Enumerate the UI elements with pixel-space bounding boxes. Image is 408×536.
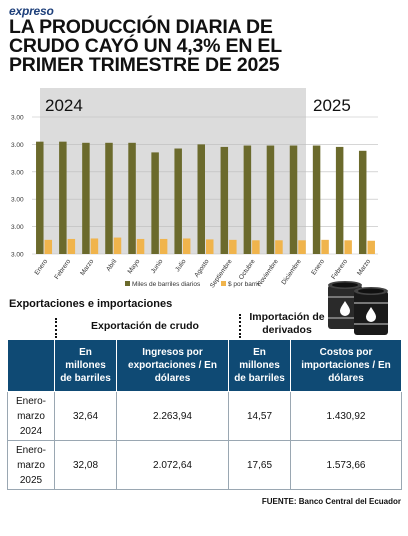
bar-price (136, 238, 145, 254)
x-tick-label: Febrero (53, 258, 72, 281)
bar-production (197, 144, 205, 254)
bar-production (59, 141, 67, 254)
export-divider-dots (55, 318, 57, 338)
legend-label-price: $ por barril (228, 281, 260, 288)
table-row: Enero-marzo 2024 32,64 2.263,94 14,57 1.… (7, 391, 402, 441)
year-label-2025: 2025 (313, 96, 351, 115)
x-tick-label: Enero (33, 258, 49, 277)
oil-barrels-icon (328, 281, 388, 335)
bar-production (220, 146, 229, 254)
production-bar-chart: 3.00 3.00 3.00 3.00 3.00 3.00 2024 2025 Enero… (11, 88, 378, 290)
table-header-export-volume: En millones de barriles (54, 339, 117, 392)
table-cell-period: Enero-marzo 2025 (7, 440, 55, 490)
x-tick-label: Abril (105, 258, 119, 273)
oil-barrel-front-icon (354, 287, 388, 335)
y-tick-label: 3.00 (11, 197, 24, 204)
import-subtitle: Importación de derivados (249, 311, 325, 336)
table-cell-export-revenue: 2.072,64 (116, 440, 229, 490)
source-note: FUENTE: Banco Central del Ecuador (261, 497, 401, 506)
x-tick-label: Noviembre (256, 258, 280, 288)
chart-legend: Miles de barriles diarios $ por barril (125, 281, 260, 288)
x-tick-label: Marzo (79, 258, 95, 277)
table-header-row: En millones de barriles Ingresos por exp… (7, 339, 402, 392)
bar-price (252, 240, 260, 254)
table-cell-import-cost: 1.430,92 (290, 391, 402, 441)
headline: LA PRODUCCIÓN DIARIA DE CRUDO CAYÓ UN 4,… (9, 16, 399, 76)
table-cell-import-cost: 1.573,66 (290, 440, 402, 490)
bar-price (275, 240, 283, 254)
x-tick-label: Marzo (356, 258, 372, 277)
bar-production (105, 142, 113, 254)
x-tick-label: Junio (150, 258, 165, 275)
bar-price (321, 239, 329, 254)
bar-production (289, 145, 298, 254)
table-cell-export-volume: 32,64 (54, 391, 117, 441)
legend-swatch-production (125, 281, 130, 286)
trade-table: En millones de barriles Ingresos por exp… (7, 339, 402, 490)
bar-production (128, 142, 136, 254)
year-label-2024: 2024 (45, 96, 83, 115)
bar-price (44, 239, 53, 254)
x-tick-label: Julio (174, 258, 188, 273)
table-cell-period: Enero-marzo 2024 (7, 391, 55, 441)
table-cell-import-volume: 17,65 (228, 440, 291, 490)
table-row: Enero-marzo 2025 32,08 2.072,64 17,65 1.… (7, 440, 402, 490)
bar-production (266, 145, 275, 254)
bar-price (90, 238, 99, 254)
chart-bars (36, 141, 375, 254)
y-tick-label: 3.00 (11, 169, 24, 176)
import-divider-dots (239, 314, 241, 338)
y-tick-label: 3.00 (11, 142, 24, 149)
headline-line-3: PRIMER TRIMESTRE DE 2025 (9, 54, 280, 76)
y-tick-label: 3.00 (11, 252, 24, 259)
bar-price (182, 238, 191, 254)
section-title: Exportaciones e importaciones (9, 298, 173, 310)
bar-price (298, 240, 306, 254)
bar-production (151, 152, 159, 254)
x-axis-labels: Enero Febrero Marzo Abril Mayo Junio Julio Agos… (33, 258, 372, 290)
x-tick-label: Octubre (238, 258, 257, 281)
bar-price (367, 240, 375, 254)
bar-price (344, 240, 352, 254)
x-tick-label: Febrero (330, 258, 349, 281)
bar-production (312, 145, 321, 254)
bar-production (174, 148, 182, 254)
bar-price (113, 237, 122, 254)
oil-barrel-back-icon (328, 281, 362, 329)
bar-production (82, 142, 90, 254)
table-header-blank (7, 339, 55, 392)
table-header-import-volume: En millones de barriles (228, 339, 291, 392)
headline-line-2: CRUDO CAYÓ UN 4,3% EN EL (9, 35, 282, 57)
table-cell-export-volume: 32,08 (54, 440, 117, 490)
bar-price (159, 238, 168, 254)
bar-production (335, 146, 344, 254)
bar-price (229, 239, 237, 254)
legend-swatch-price (221, 281, 226, 286)
bar-production (243, 145, 252, 254)
headline-line-1: LA PRODUCCIÓN DIARIA DE (9, 16, 273, 38)
y-tick-label: 3.00 (11, 115, 24, 122)
x-tick-label: Enero (310, 258, 326, 277)
table-cell-import-volume: 14,57 (228, 391, 291, 441)
legend-label-production: Miles de barriles diarios (132, 281, 201, 288)
bar-price (206, 239, 214, 254)
y-tick-label: 3.00 (11, 224, 24, 231)
x-tick-label: Agosto (193, 258, 211, 279)
bar-production (36, 141, 44, 254)
table-header-export-revenue: Ingresos por exportaciones / En dólares (116, 339, 229, 392)
export-subtitle: Exportación de crudo (91, 320, 199, 332)
bar-production (358, 150, 367, 254)
brand-logo: expreso (9, 4, 54, 18)
table-cell-export-revenue: 2.263,94 (116, 391, 229, 441)
x-tick-label: Diciembre (280, 258, 303, 286)
bar-price (67, 238, 76, 254)
y-axis-ticks: 3.00 3.00 3.00 3.00 3.00 3.00 (11, 115, 24, 259)
table-header-import-cost: Costos por importaciones / En dólares (290, 339, 402, 392)
x-tick-label: Mayo (127, 258, 142, 275)
